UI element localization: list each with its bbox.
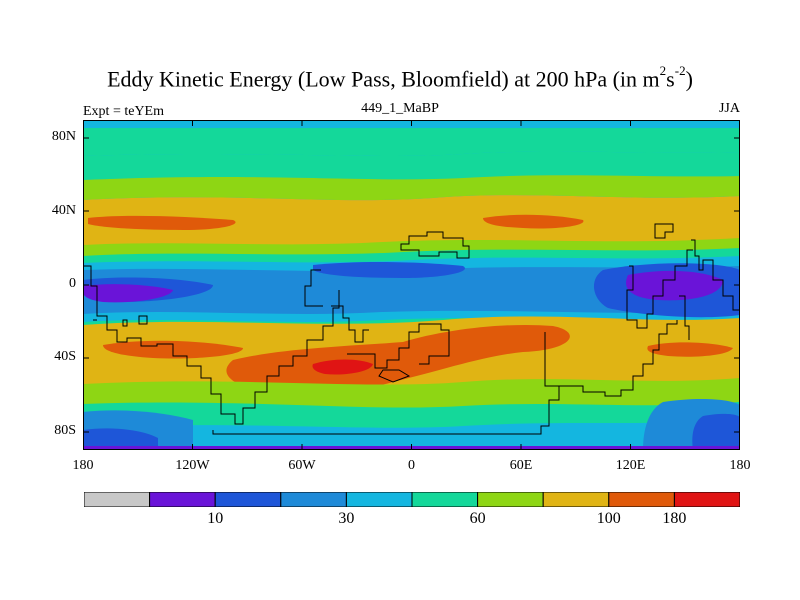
colorbar-swatch [280, 492, 347, 507]
title-main: Eddy Kinetic Energy (Low Pass, Bloomfiel… [107, 66, 660, 92]
subtitle: 449_1_MaBP [361, 101, 439, 116]
x-tick-label: 180 [72, 458, 94, 473]
x-tick-label: 120E [615, 458, 646, 473]
colorbar-label: 60 [469, 510, 486, 527]
y-tick-label: 80N [51, 129, 76, 145]
colorbar-swatch [84, 492, 151, 507]
colorbar-swatch [214, 492, 282, 507]
season-label: JJA [718, 101, 740, 116]
colorbar-swatch [149, 492, 216, 507]
colorbar-swatch [345, 492, 413, 507]
title-close: ) [685, 66, 693, 92]
filled-contours [83, 120, 740, 450]
title-mid: s [666, 66, 675, 92]
colorbar-label: 30 [338, 510, 355, 527]
x-tick-label: 60E [509, 458, 533, 473]
x-tick-label: 60W [288, 458, 316, 473]
map-plot [83, 120, 740, 450]
title-sup2: -2 [674, 63, 686, 78]
colorbar-swatch [477, 492, 544, 507]
plot-title: Eddy Kinetic Energy (Low Pass, Bloomfiel… [0, 63, 800, 92]
title-sup1: 2 [659, 63, 667, 78]
colorbar-swatch [411, 492, 479, 507]
x-tick-label: 120W [175, 458, 210, 473]
coastlines [83, 223, 740, 435]
y-tick-label: 40S [54, 349, 76, 365]
y-tick-label: 80S [54, 422, 76, 438]
colorbar-swatch [673, 492, 740, 507]
x-tick-label: 0 [408, 458, 415, 473]
tick-marks [83, 120, 740, 450]
colorbar-label: 10 [207, 510, 224, 527]
y-tick-label: 40N [51, 202, 76, 218]
x-tick-label: 180 [729, 458, 751, 473]
colorbar-label: 100 [596, 510, 621, 527]
colorbar-swatch [542, 492, 610, 507]
colorbar [84, 492, 740, 507]
experiment-label: Expt = teYEm [83, 104, 164, 119]
y-tick-label: 0 [69, 276, 76, 291]
colorbar-label: 180 [662, 510, 687, 527]
colorbar-swatch [608, 492, 675, 507]
